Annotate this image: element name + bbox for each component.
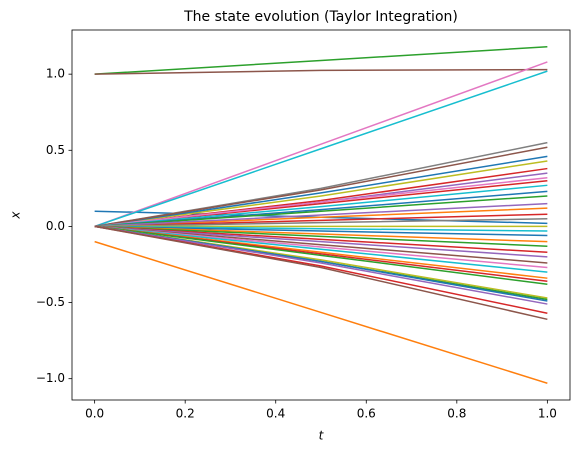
series-line xyxy=(94,225,548,243)
chart-title: The state evolution (Taylor Integration) xyxy=(183,9,458,25)
y-tick-label: 1.0 xyxy=(46,67,65,81)
x-axis-label: t xyxy=(319,429,325,443)
x-tick-label: 0.4 xyxy=(266,407,285,421)
series-line xyxy=(94,225,548,273)
x-tick-label: 1.0 xyxy=(538,407,557,421)
y-tick-label: 0.5 xyxy=(46,143,65,157)
series-line xyxy=(94,155,548,228)
series-line xyxy=(94,202,548,228)
series-line xyxy=(94,225,548,247)
series-line xyxy=(94,184,548,228)
y-tick-label: −0.5 xyxy=(36,295,65,309)
series-line xyxy=(94,195,548,228)
plot-frame xyxy=(71,29,571,401)
series-line xyxy=(94,176,548,228)
series-line xyxy=(94,207,548,228)
y-tick-label: 0.0 xyxy=(46,219,65,233)
series-line xyxy=(94,146,548,228)
series-line xyxy=(94,225,548,321)
series-line xyxy=(94,70,548,228)
series-line xyxy=(94,160,548,228)
x-tick-label: 0.6 xyxy=(357,407,376,421)
series-line xyxy=(94,225,548,269)
series-line xyxy=(94,218,548,228)
series-line xyxy=(94,68,548,75)
series-line xyxy=(94,225,548,258)
y-axis-label: x xyxy=(9,211,23,220)
x-tick-label: 0.8 xyxy=(447,407,466,421)
series-line xyxy=(94,213,548,228)
x-tick-label: 0.2 xyxy=(176,407,195,421)
y-tick-label: −1.0 xyxy=(36,371,65,385)
series-line xyxy=(94,61,548,228)
series-line xyxy=(94,225,548,305)
series-line xyxy=(94,225,548,254)
series-line xyxy=(94,46,548,75)
series-line xyxy=(94,225,548,232)
series-line xyxy=(94,225,548,286)
x-tick-label: 0.0 xyxy=(85,407,104,421)
series-line xyxy=(94,225,548,264)
series-line xyxy=(94,240,548,384)
series-line xyxy=(94,225,548,237)
